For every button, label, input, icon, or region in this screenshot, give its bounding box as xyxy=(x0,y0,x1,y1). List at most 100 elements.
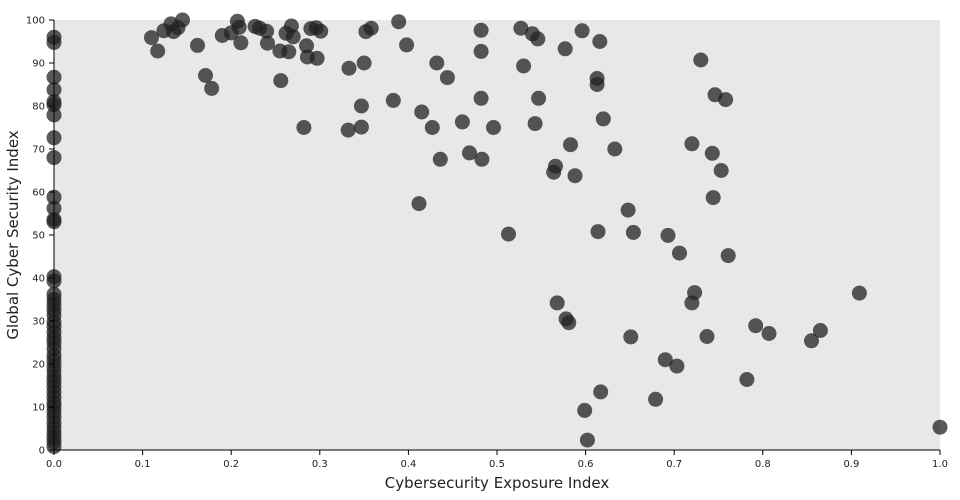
data-point xyxy=(474,151,490,167)
data-point xyxy=(720,248,736,264)
data-point xyxy=(198,68,213,83)
data-point xyxy=(804,333,819,349)
points-layer xyxy=(46,12,948,455)
data-point xyxy=(567,168,583,184)
data-point xyxy=(548,158,563,174)
data-point xyxy=(932,419,948,435)
data-point xyxy=(623,329,639,345)
x-tick-label: 0.7 xyxy=(666,459,682,470)
data-point xyxy=(486,120,501,135)
data-point xyxy=(607,141,623,157)
data-point xyxy=(516,58,532,74)
data-point xyxy=(590,224,606,240)
y-tick-label: 20 xyxy=(32,360,45,371)
data-point xyxy=(273,73,289,89)
y-tick-label: 60 xyxy=(32,188,45,199)
data-point xyxy=(577,402,593,418)
data-point xyxy=(353,98,369,114)
data-point xyxy=(190,37,205,53)
data-point xyxy=(432,151,448,167)
y-tick-label: 10 xyxy=(32,403,45,414)
data-point xyxy=(340,122,356,138)
data-point xyxy=(473,22,489,38)
x-axis: 0.0 0.1 0.2 0.3 0.4 0.5 0.6 0.7 0.8 0.9 1.0 xyxy=(46,449,948,470)
data-point xyxy=(385,92,401,108)
y-tick-label: 100 xyxy=(26,16,45,27)
x-tick-label: 0.8 xyxy=(755,459,771,470)
data-point xyxy=(563,137,578,153)
x-tick-label: 0.9 xyxy=(843,459,859,470)
data-point xyxy=(718,92,734,108)
y-tick-label: 70 xyxy=(32,145,45,156)
x-tick-label: 0.0 xyxy=(46,459,62,470)
x-tick-label: 0.1 xyxy=(135,459,151,470)
data-point xyxy=(411,196,427,212)
data-point xyxy=(557,41,573,57)
data-point xyxy=(561,315,577,331)
data-point xyxy=(812,323,828,338)
data-point xyxy=(356,55,372,71)
data-point xyxy=(501,226,516,242)
data-point xyxy=(309,50,325,66)
data-point xyxy=(473,43,489,59)
y-tick-label: 80 xyxy=(32,102,45,113)
data-point xyxy=(530,31,546,47)
y-axis-title: Global Cyber Security Index xyxy=(4,130,22,339)
data-point xyxy=(761,326,777,341)
x-axis-title: Cybersecurity Exposure Index xyxy=(385,474,610,492)
data-point xyxy=(233,35,249,51)
data-point xyxy=(473,90,489,106)
data-point xyxy=(462,145,477,161)
data-point xyxy=(424,120,440,135)
data-point xyxy=(439,70,455,86)
data-point xyxy=(527,116,543,132)
data-point xyxy=(739,372,755,387)
data-point xyxy=(660,227,676,243)
x-tick-label: 0.3 xyxy=(312,459,328,470)
y-tick-label: 30 xyxy=(32,317,45,328)
data-point xyxy=(595,111,611,127)
x-tick-label: 0.2 xyxy=(223,459,239,470)
data-point xyxy=(693,52,709,68)
data-point xyxy=(341,60,357,76)
data-point xyxy=(204,80,220,96)
data-point xyxy=(414,104,430,120)
data-point xyxy=(669,358,685,374)
data-point xyxy=(285,29,301,45)
data-point xyxy=(231,19,247,35)
data-point xyxy=(296,120,312,135)
y-tick-label: 40 xyxy=(32,274,45,285)
y-tick-label: 50 xyxy=(32,231,45,242)
x-tick-label: 0.5 xyxy=(489,459,505,470)
data-point xyxy=(705,190,721,206)
data-point xyxy=(687,285,703,301)
data-point xyxy=(648,391,664,407)
data-point xyxy=(260,35,275,51)
y-tick-label: 0 xyxy=(39,446,45,457)
data-point xyxy=(574,23,590,39)
data-point xyxy=(513,20,529,36)
x-tick-label: 1.0 xyxy=(932,459,948,470)
data-point xyxy=(672,245,687,261)
data-point xyxy=(429,55,445,71)
data-point xyxy=(363,20,379,36)
data-point xyxy=(399,37,415,53)
data-point xyxy=(713,163,729,178)
data-point xyxy=(851,285,867,301)
data-point xyxy=(704,145,720,161)
data-point xyxy=(259,23,275,39)
data-point xyxy=(593,384,609,400)
data-point xyxy=(391,14,407,30)
data-point xyxy=(144,30,159,46)
data-point xyxy=(625,224,641,240)
data-point xyxy=(175,12,190,28)
y-axis: 0 10 20 30 40 50 60 70 80 90 100 xyxy=(26,16,55,457)
data-point xyxy=(531,90,547,106)
data-point xyxy=(699,329,715,344)
x-tick-label: 0.6 xyxy=(578,459,594,470)
x-tick-label: 0.4 xyxy=(400,459,416,470)
data-point xyxy=(579,432,595,448)
data-point xyxy=(150,43,166,59)
data-point xyxy=(281,44,297,60)
